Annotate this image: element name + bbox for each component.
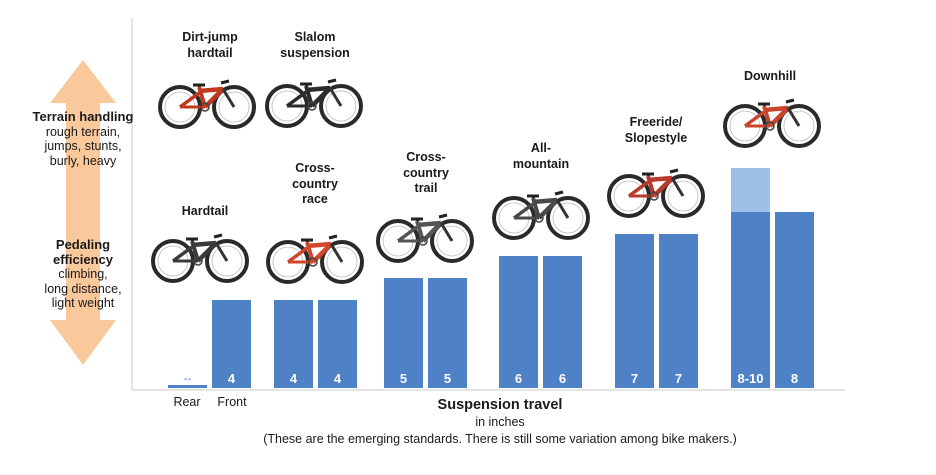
category-label-cross-country-race: Cross- country race (292, 161, 338, 208)
category-label-line: Freeride/ (629, 115, 683, 129)
bar (543, 256, 582, 388)
bar (775, 212, 814, 388)
cross-country-race-bike-icon (268, 236, 362, 282)
bar-value-label: 5 (444, 371, 451, 386)
pedaling-desc-1: climbing, (58, 267, 108, 281)
category-label-line: suspension (280, 45, 350, 60)
bar (499, 256, 538, 388)
terrain-desc-2: jumps, stunts, (44, 139, 122, 153)
pedaling-desc-2: long distance, (44, 281, 122, 296)
pedaling-desc-3: light weight (51, 296, 115, 310)
category-label-line: hardtail (187, 45, 233, 60)
category-label-downhill: Downhill (744, 69, 796, 85)
cross-country-trail-bike-icon (378, 215, 472, 261)
pedaling-efficiency-label: Pedaling efficiency climbing, long dista… (30, 237, 136, 311)
bar-range-extension (731, 168, 770, 212)
category-label-line: trail (414, 181, 438, 195)
bar-value-label: 4 (334, 371, 342, 386)
category-label-line: Hardtail (181, 204, 229, 218)
category-label-line: race (302, 192, 328, 206)
bar (318, 300, 357, 388)
bar (428, 278, 467, 388)
category-label-slalom: Slalom suspension (280, 30, 349, 61)
category-label-line: country (292, 176, 338, 191)
bar-value-label: 7 (675, 371, 682, 386)
category-label-hardtail: Hardtail (182, 204, 229, 220)
category-label-line: Slopestyle (624, 130, 688, 145)
dirt-jump-bike-icon (160, 81, 254, 127)
bar (615, 234, 654, 388)
downhill-bike-icon (725, 100, 819, 146)
category-label-line: All- (530, 141, 552, 155)
bar-value-label: 6 (515, 371, 522, 386)
category-label-line: country (403, 165, 449, 180)
bar (274, 300, 313, 388)
category-label-freeride: Freeride/ Slopestyle (625, 115, 688, 146)
category-label-all-mountain: All- mountain (513, 141, 569, 172)
bar-value-label: 4 (290, 371, 298, 386)
pedaling-heading: Pedaling efficiency (53, 237, 113, 267)
category-label-line: Cross- (406, 150, 446, 164)
bar-value-label: 7 (631, 371, 638, 386)
bar-value-label: 6 (559, 371, 566, 386)
category-label-line: Cross- (295, 161, 335, 175)
freeride-bike-icon (609, 170, 703, 216)
scale-arrow (50, 60, 116, 365)
category-label-line: mountain (512, 156, 570, 171)
bar-value-label: 8-10 (737, 371, 763, 386)
category-label-line: Dirt-jump (182, 30, 238, 44)
terrain-desc-1: rough terrain, (45, 124, 121, 139)
bar-value-label: 8 (791, 371, 798, 386)
category-label-cross-country-trail: Cross- country trail (403, 150, 449, 197)
all-mountain-bike-icon (494, 192, 588, 238)
category-label-line: Downhill (743, 69, 797, 83)
x-axis-title: Suspension travel (437, 397, 563, 413)
bar-value-label: -- (184, 373, 192, 385)
bar (212, 300, 251, 388)
bar (384, 278, 423, 388)
category-label-line: Slalom (294, 30, 336, 44)
terrain-heading: Terrain handling (32, 109, 134, 124)
bar-value-label: 4 (228, 371, 236, 386)
x-axis-subtitle: in inches (475, 415, 525, 429)
hardtail-bike-icon (153, 235, 247, 281)
bar-rear-none (168, 385, 207, 388)
x-tick-rear: Rear (173, 395, 201, 409)
footnote: (These are the emerging standards. There… (263, 432, 737, 446)
x-tick-front: Front (217, 395, 247, 409)
bar (659, 234, 698, 388)
bar-value-label: 5 (400, 371, 407, 386)
terrain-handling-label: Terrain handling rough terrain, jumps, s… (30, 109, 136, 168)
bar (731, 212, 770, 388)
category-label-dirt-jump: Dirt-jump hardtail (182, 30, 238, 61)
terrain-desc-3: burly, heavy (49, 153, 117, 168)
slalom-bike-icon (267, 80, 361, 126)
